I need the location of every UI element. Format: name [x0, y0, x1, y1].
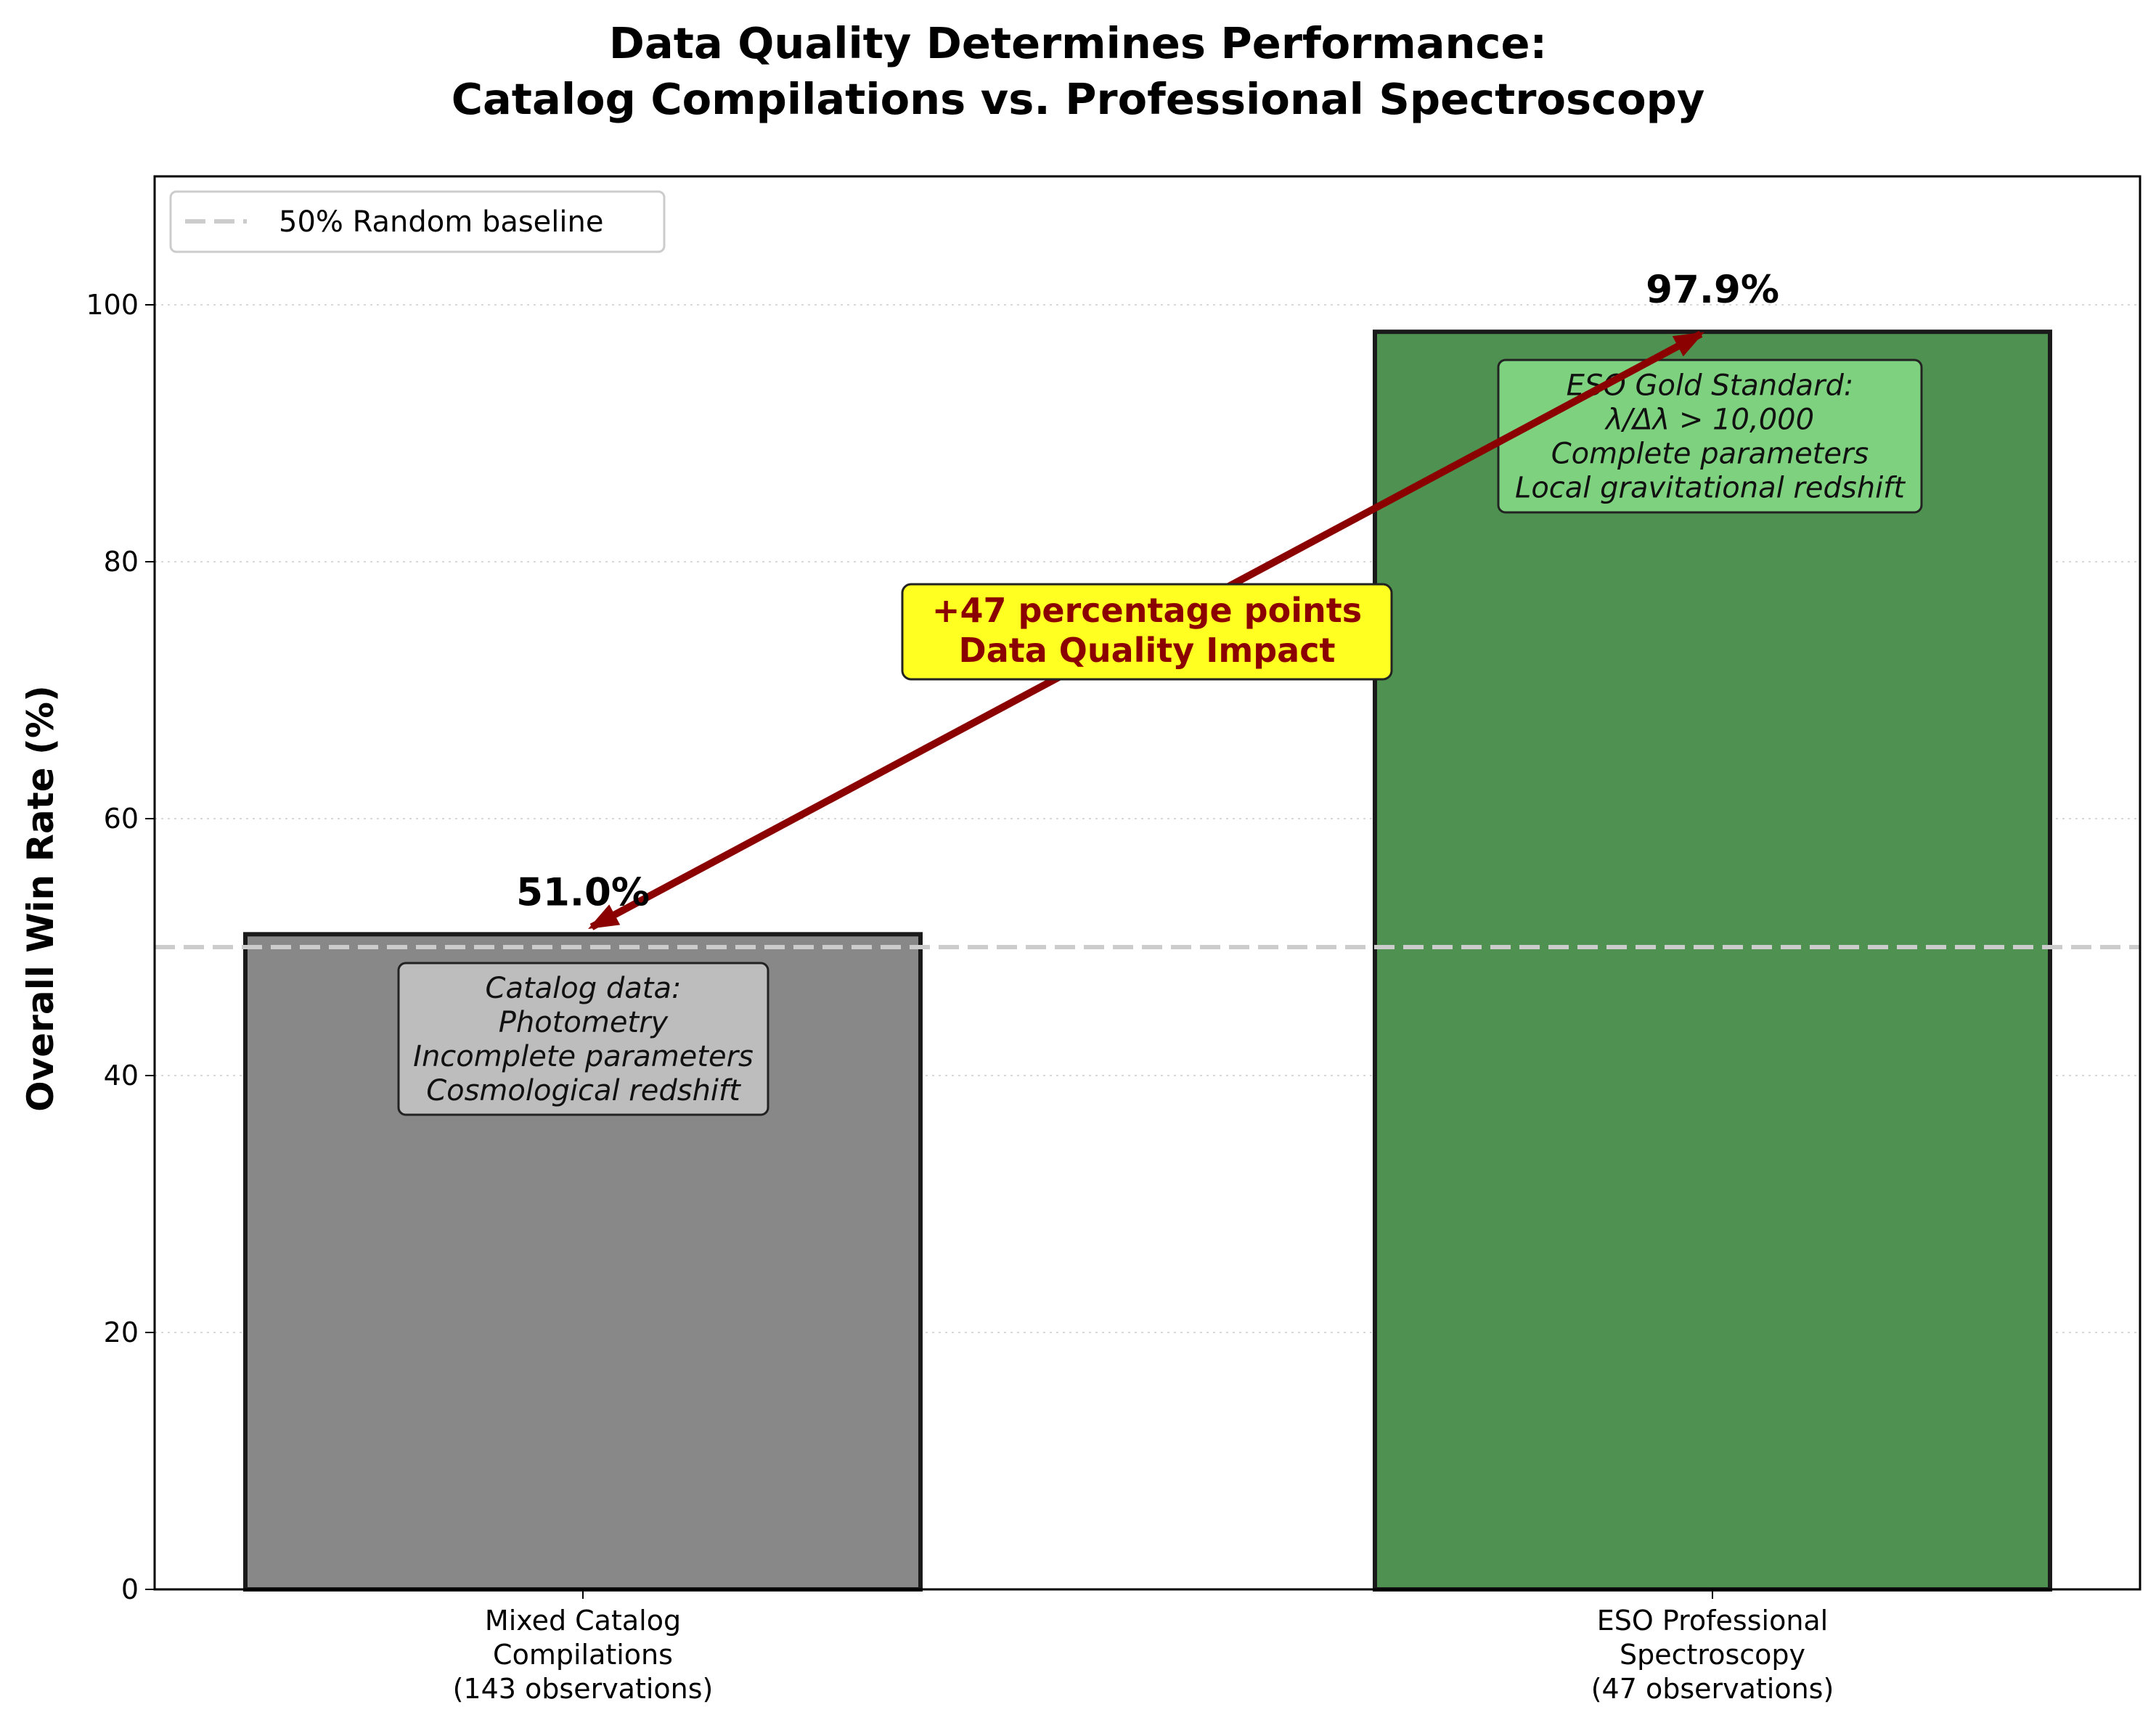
chart-title: Data Quality Determines Performance:	[609, 18, 1547, 68]
annotation-line: Photometry	[499, 1006, 669, 1039]
category-label: ESO Professional	[1597, 1605, 1829, 1637]
annotation-box	[397, 962, 769, 1116]
arrow-head	[1672, 332, 1704, 357]
annotation-line: Cosmological redshift	[426, 1074, 741, 1107]
y-tick-label: 60	[104, 803, 139, 835]
annotation-line: Complete parameters	[1551, 438, 1869, 471]
annotation-line: Catalog data:	[486, 972, 682, 1005]
impact-label-line: +47 percentage points	[932, 591, 1362, 630]
category-label: Compilations	[493, 1639, 673, 1671]
bar	[243, 932, 923, 1592]
impact-label-box	[901, 583, 1393, 681]
plot-frame	[153, 175, 2141, 1591]
category-label: (143 observations)	[453, 1673, 714, 1705]
annotation-line: λ/Δλ > 10,000	[1604, 404, 1814, 437]
impact-label-line: Data Quality Impact	[959, 631, 1336, 670]
annotation-line: Incomplete parameters	[413, 1040, 754, 1073]
annotation-line: Local gravitational redshift	[1515, 472, 1906, 505]
annotation-box	[1497, 359, 1923, 514]
y-tick-label: 20	[104, 1317, 139, 1348]
value-label: 97.9%	[1646, 268, 1779, 312]
legend-label: 50% Random baseline	[279, 205, 603, 239]
y-axis-label: Overall Win Rate (%)	[20, 685, 62, 1112]
category-label: Mixed Catalog	[485, 1605, 681, 1637]
value-label: 51.0%	[516, 870, 650, 914]
y-tick-label: 80	[104, 546, 139, 578]
y-tick-label: 0	[121, 1573, 139, 1605]
bar	[1373, 329, 2052, 1592]
category-label: (47 observations)	[1591, 1673, 1834, 1705]
category-label: Spectroscopy	[1620, 1639, 1805, 1671]
annotation-line: ESO Gold Standard:	[1567, 369, 1854, 403]
y-tick-label: 40	[104, 1060, 139, 1092]
chart-subtitle: Catalog Compilations vs. Professional Sp…	[452, 74, 1705, 124]
arrow-head	[588, 904, 621, 929]
y-tick-label: 100	[86, 289, 139, 321]
legend-box	[169, 190, 666, 253]
